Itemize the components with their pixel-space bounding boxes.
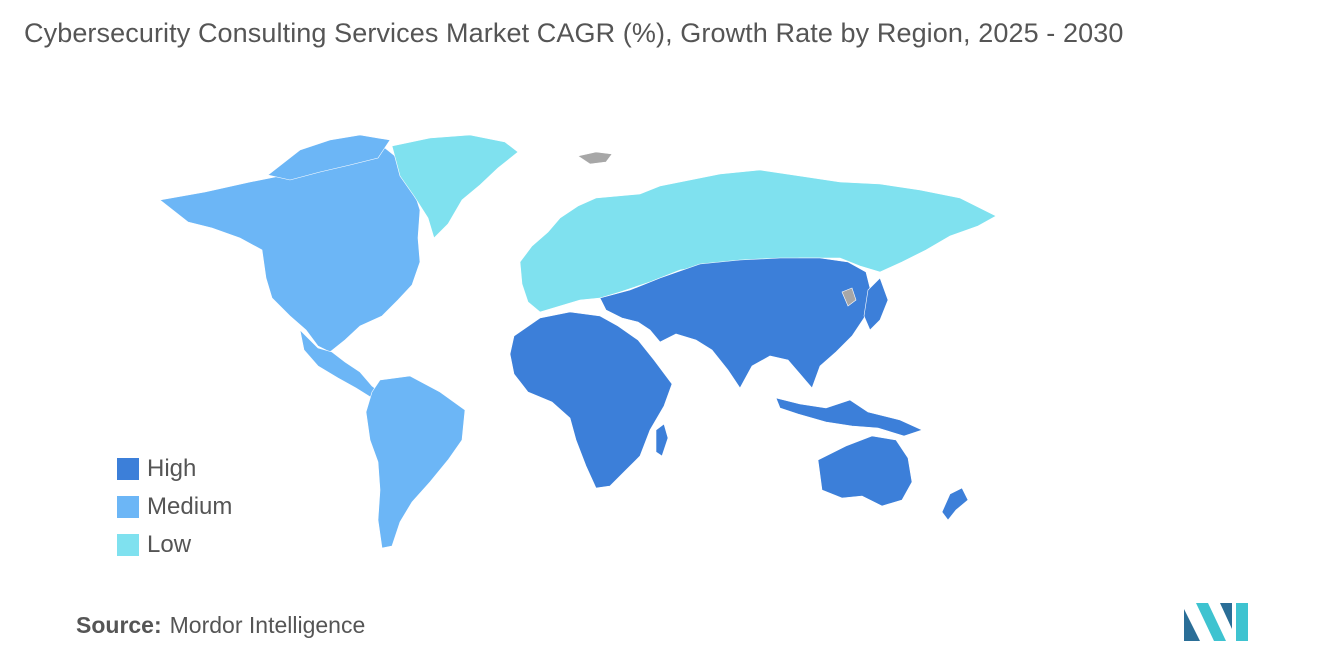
region-asia <box>599 257 873 389</box>
legend-item-low: Low <box>117 526 232 564</box>
source-label: Source: <box>76 612 162 638</box>
logo-part-right-a <box>1220 603 1232 629</box>
logo-part-right-b <box>1236 603 1248 641</box>
legend-item-medium: Medium <box>117 488 232 526</box>
chart-title: Cybersecurity Consulting Services Market… <box>24 18 1124 48</box>
legend-label-high: High <box>147 455 197 482</box>
source-line: Source: Mordor Intelligence <box>76 612 365 639</box>
region-australia <box>817 435 913 507</box>
region-svalbard <box>577 151 613 165</box>
legend: High Medium Low <box>117 450 232 564</box>
legend-label-low: Low <box>147 531 192 558</box>
region-africa <box>509 311 673 489</box>
mordor-logo-icon <box>1184 603 1248 641</box>
logo-part-mid <box>1196 603 1226 641</box>
region-se-asia <box>775 397 923 437</box>
legend-swatch-high <box>117 458 139 480</box>
logo-part-left <box>1184 609 1200 641</box>
legend-swatch-low <box>117 534 139 556</box>
legend-label-medium: Medium <box>147 493 233 520</box>
region-new-zealand <box>941 487 969 521</box>
region-korea <box>841 287 857 307</box>
region-canada-islands <box>267 134 391 181</box>
legend-swatch-medium <box>117 496 139 518</box>
source-value: Mordor Intelligence <box>169 612 366 638</box>
region-south-america <box>365 375 466 549</box>
region-japan <box>863 277 889 331</box>
region-madagascar <box>655 423 669 457</box>
legend-item-high: High <box>117 450 232 488</box>
region-greenland <box>391 134 519 239</box>
